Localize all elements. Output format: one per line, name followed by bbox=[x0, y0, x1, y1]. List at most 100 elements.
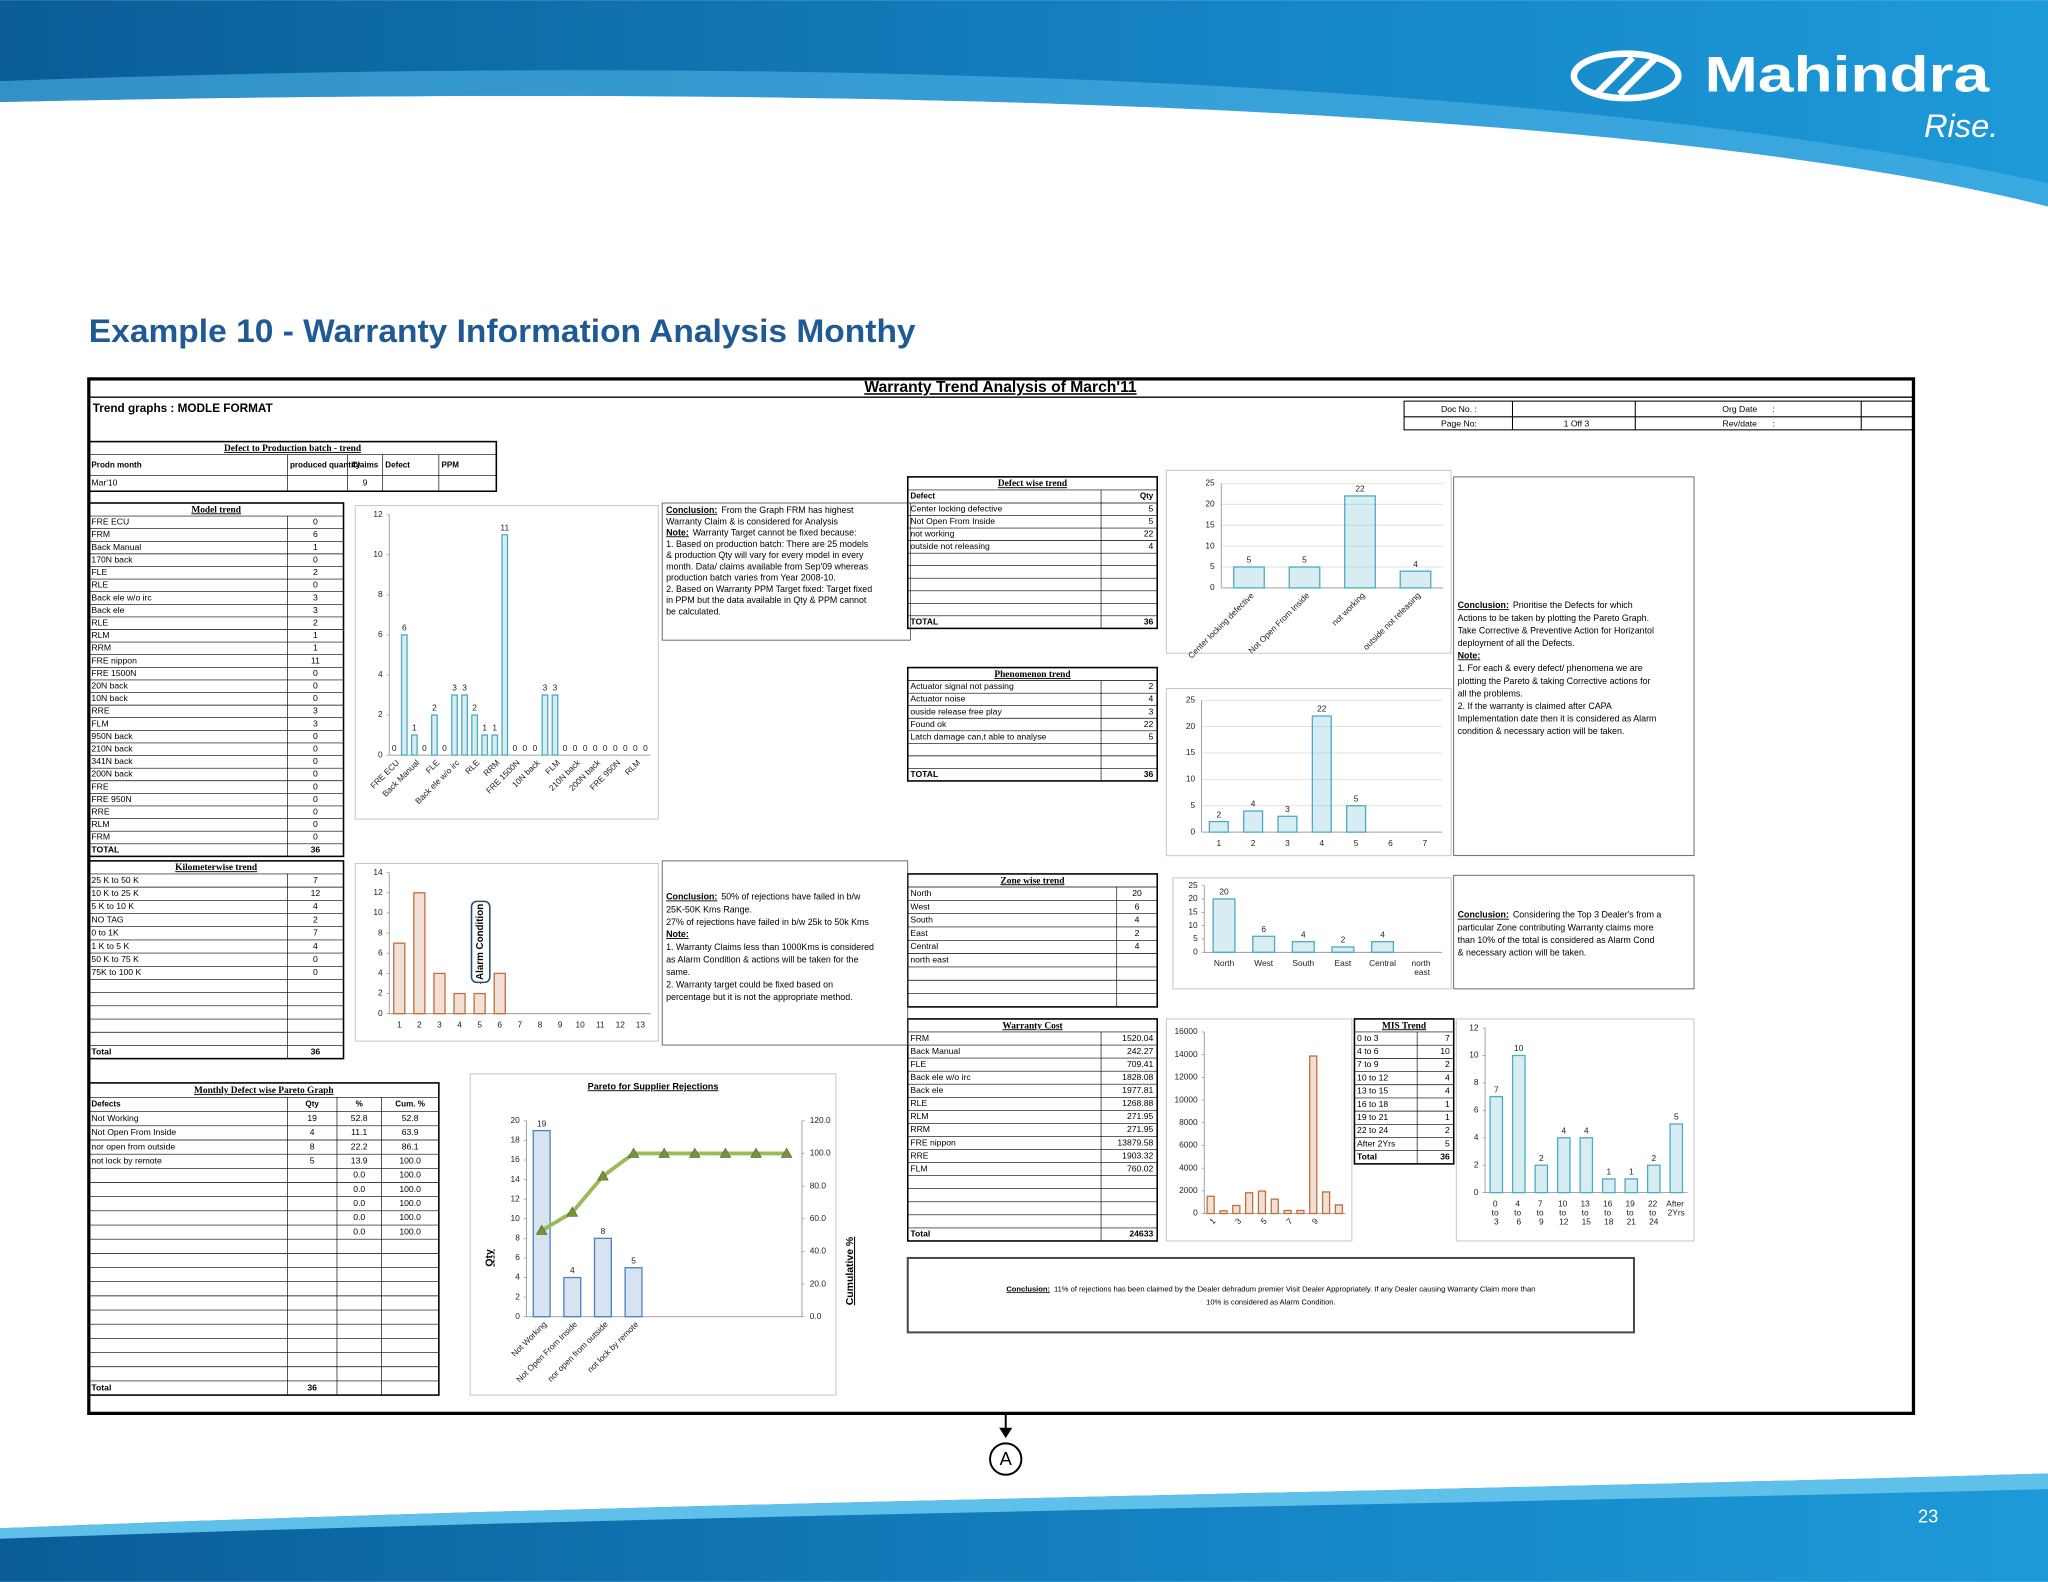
table-title: Defect to Production batch - trend bbox=[224, 444, 362, 454]
data-label: 3 bbox=[1285, 804, 1290, 814]
table-cell: 16 to 18 bbox=[1357, 1099, 1388, 1109]
data-label: 4 bbox=[1380, 929, 1385, 939]
table-cell: 0 bbox=[313, 756, 318, 766]
note-line: Note: bbox=[666, 929, 689, 939]
table-cell: 1 bbox=[1445, 1099, 1450, 1109]
bar bbox=[491, 734, 499, 756]
tick-label: 10 bbox=[1205, 540, 1215, 550]
x-tick-label: 19 to 21 bbox=[1625, 1199, 1637, 1227]
note-line: condition & necessary action will be tak… bbox=[1458, 726, 1625, 736]
data-table: Defect to Production batch - trend Prodn … bbox=[88, 440, 498, 493]
table-cell: 0.0 bbox=[353, 1198, 365, 1208]
table-cell: 4 bbox=[1149, 541, 1154, 551]
chart: 0 2 4 6 8 10 12 14 16 18 20 0.0 20.0 40.0 60.0 80.0 100.… bbox=[469, 1073, 856, 1396]
table-cell: 4 bbox=[1149, 694, 1154, 704]
note-line: plotting the Pareto & taking Corrective … bbox=[1458, 676, 1651, 686]
tick-label: 4000 bbox=[1179, 1162, 1198, 1172]
table-cell: 1903.32 bbox=[1122, 1150, 1153, 1160]
x-tick-label: 4 to 6 bbox=[1514, 1199, 1523, 1227]
note-line: Conclusion: Considering the Top 3 Dealer'… bbox=[1458, 910, 1662, 920]
data-label: 5 bbox=[631, 1255, 636, 1265]
table-cell: FRE nippon bbox=[91, 655, 137, 665]
table-cell: 100.0 bbox=[399, 1212, 421, 1222]
tick-label: 20 bbox=[1205, 499, 1215, 509]
label-line: 6 bbox=[1516, 1217, 1521, 1227]
chart: 0 2000 4000 6000 8000 10000 12000 14000 16000 1 3 5… bbox=[1165, 1018, 1353, 1242]
table-cell: 0 bbox=[313, 731, 318, 741]
bar bbox=[481, 734, 489, 756]
table-cell: 242.27 bbox=[1127, 1046, 1154, 1056]
note-line: in PPM but the data available in Qty & P… bbox=[666, 595, 867, 605]
bar bbox=[1257, 1190, 1267, 1215]
x-tick-label: 9 bbox=[558, 1020, 563, 1030]
x-tick-label: 4 bbox=[1319, 838, 1324, 848]
data-label: 1 bbox=[482, 723, 487, 733]
table-cell: Total bbox=[91, 1046, 111, 1056]
label-line: east bbox=[1414, 967, 1430, 977]
bar bbox=[1489, 1095, 1504, 1194]
connector-arrow bbox=[999, 1427, 1013, 1439]
data-label: 4 bbox=[1301, 929, 1306, 939]
table-cell: FRM bbox=[91, 832, 110, 842]
table-cell: Found ok bbox=[910, 719, 947, 729]
table-cell: 709.41 bbox=[1127, 1059, 1154, 1069]
label-line: 3 bbox=[1494, 1217, 1499, 1227]
line-marker bbox=[719, 1147, 732, 1158]
table-border bbox=[906, 1018, 1159, 1242]
table-cell: 1268.88 bbox=[1122, 1098, 1153, 1108]
bar bbox=[433, 972, 446, 1015]
bar bbox=[1219, 1210, 1228, 1215]
doc-label: Page No: bbox=[1441, 418, 1477, 428]
note-line: Conclusion: 50% of rejections have failed… bbox=[666, 892, 861, 902]
data-label: 0 bbox=[442, 743, 447, 753]
doc-label: : bbox=[1773, 404, 1775, 414]
note-line: month. Data/ claims available from Sep'0… bbox=[666, 561, 869, 571]
form-title: Warranty Trend Analysis of March'11 bbox=[864, 379, 1137, 396]
table-cell: FLE bbox=[910, 1059, 926, 1069]
bar bbox=[1601, 1178, 1616, 1194]
table-cell: FRE nippon bbox=[910, 1137, 956, 1147]
header-stripe bbox=[0, 70, 2048, 207]
bar bbox=[1212, 898, 1236, 953]
data-table: Zone wise trend North 20 West 6 South 4 East 2 Ce… bbox=[906, 873, 1159, 1008]
data-table: Defect wise trend Defect Qty Center locking… bbox=[906, 476, 1159, 630]
data-label: 0 bbox=[563, 743, 568, 753]
table-cell: Defect bbox=[385, 460, 410, 469]
note-line: same. bbox=[666, 967, 690, 977]
table-cell: 11 bbox=[311, 655, 320, 665]
note-text: 50% of rejections have failed in b/w bbox=[721, 892, 861, 902]
label-line: 9 bbox=[1539, 1217, 1544, 1227]
table-cell: 0 bbox=[313, 668, 318, 678]
tick-label: 8 bbox=[515, 1233, 520, 1243]
bar bbox=[541, 694, 549, 756]
table-cell: Not Working bbox=[91, 1113, 138, 1123]
tick-label: 15 bbox=[1188, 907, 1198, 917]
x-tick-label: 22 to 24 bbox=[1648, 1199, 1660, 1227]
label-line: 10 bbox=[1558, 1199, 1570, 1209]
table-cell: 100.0 bbox=[399, 1170, 421, 1180]
table-cell: RLM bbox=[91, 819, 109, 829]
bar bbox=[1511, 1054, 1526, 1194]
tick-label: 5 bbox=[1190, 800, 1195, 810]
table-cell: 25 K to 50 K bbox=[91, 875, 139, 885]
table-cell: Qty bbox=[1140, 492, 1154, 501]
label-line: East bbox=[1335, 958, 1352, 968]
bar bbox=[1534, 1164, 1549, 1194]
table-cell: 4 bbox=[313, 901, 318, 911]
label-line: 4 bbox=[1515, 1199, 1522, 1209]
table-cell: Back ele bbox=[910, 1085, 943, 1095]
page-number: 23 bbox=[1918, 1506, 1938, 1527]
bar bbox=[1646, 1164, 1661, 1194]
x-tick-label: 3 bbox=[437, 1020, 442, 1030]
bar bbox=[1624, 1178, 1639, 1194]
tick-label: 8000 bbox=[1179, 1117, 1198, 1127]
tick-label: 60.0 bbox=[810, 1213, 827, 1223]
note-lead: Note: bbox=[666, 528, 689, 538]
doc-label: Rev/date bbox=[1723, 418, 1758, 428]
table-cell: 0 bbox=[313, 807, 318, 817]
note-line: particular Zone contributing Warranty cl… bbox=[1458, 923, 1654, 933]
x-tick-label: 10 bbox=[575, 1020, 585, 1030]
table-cell: 3 bbox=[313, 706, 318, 716]
tick-label: 2 bbox=[378, 709, 383, 719]
